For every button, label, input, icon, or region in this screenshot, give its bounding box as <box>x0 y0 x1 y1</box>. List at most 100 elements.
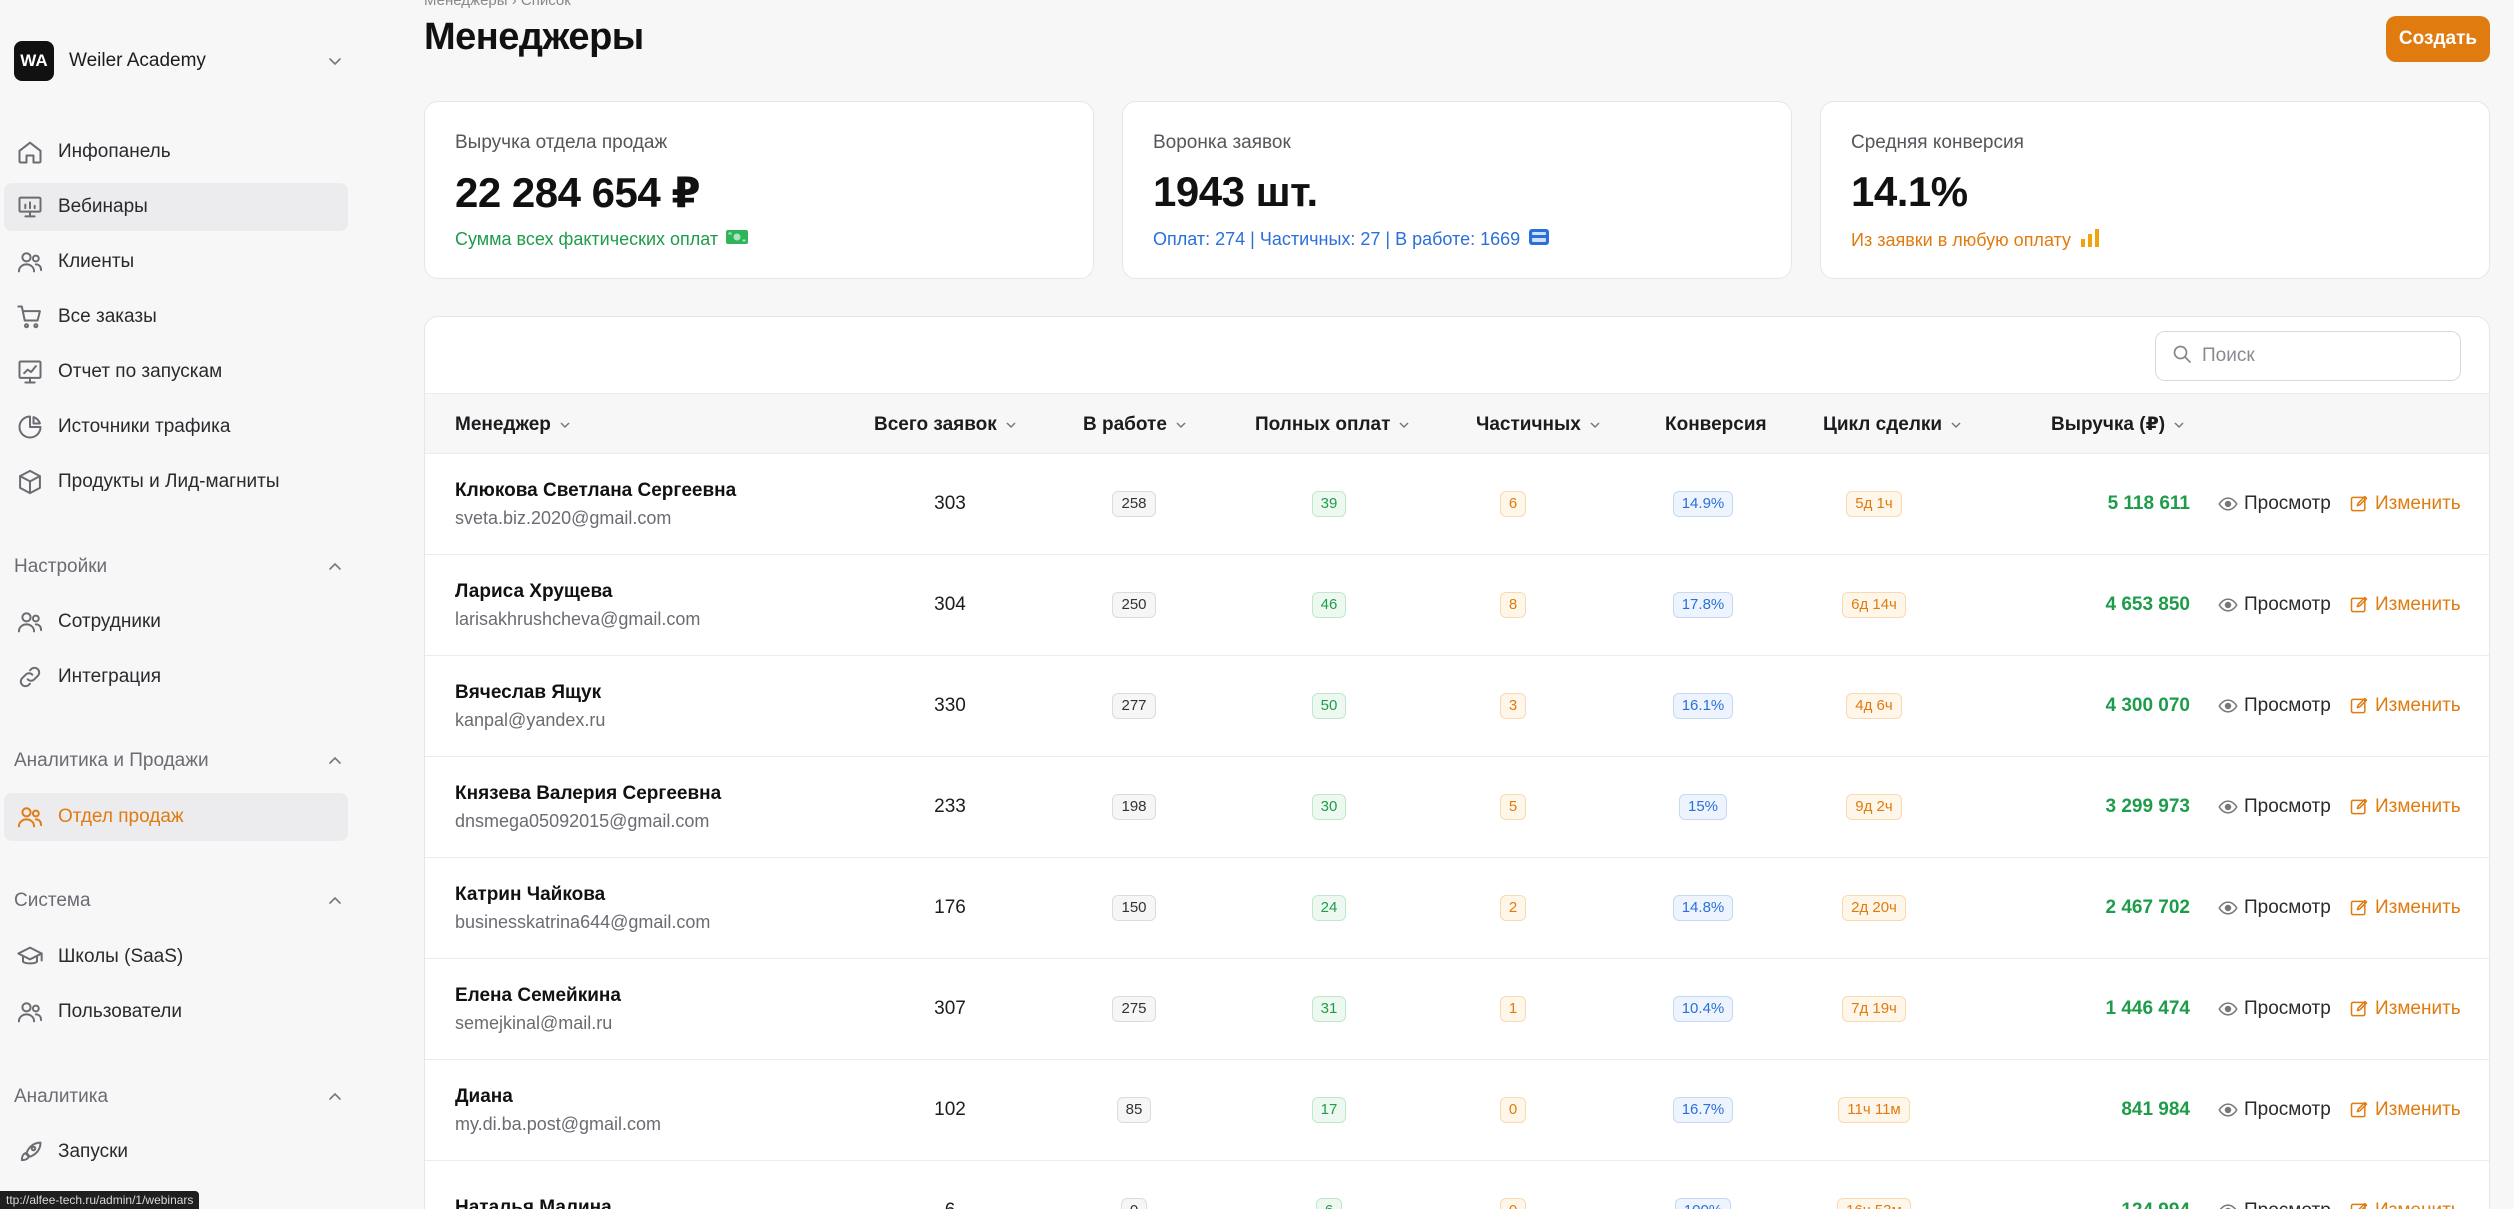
stat-note: Оплат: 274 | Частичных: 27 | В работе: 1… <box>1153 228 1761 251</box>
view-button[interactable]: Просмотр <box>2218 493 2331 515</box>
view-button[interactable]: Просмотр <box>2218 897 2331 919</box>
table-row[interactable]: Лариса Хрущева larisakhrushcheva@gmail.c… <box>425 555 2489 656</box>
edit-button[interactable]: Изменить <box>2349 594 2461 616</box>
chevron-down-icon <box>320 46 350 76</box>
manager-email: dnsmega05092015@gmail.com <box>455 810 710 831</box>
view-button[interactable]: Просмотр <box>2218 1200 2331 1209</box>
revenue-cell: 1 446 474 <box>2105 998 2190 1019</box>
table-row[interactable]: Диана my.di.ba.post@gmail.com 102 85 17 … <box>425 1060 2489 1161</box>
sidebar-item-products[interactable]: Продукты и Лид-магниты <box>4 458 348 506</box>
sidebar-item-integration[interactable]: Интеграция <box>4 653 348 701</box>
col-cycle[interactable]: Цикл сделки <box>1823 394 1966 455</box>
section-analytics[interactable]: Аналитика <box>14 1082 350 1112</box>
section-system[interactable]: Система <box>14 886 350 916</box>
table-row[interactable]: Катрин Чайкова businesskatrina644@gmail.… <box>425 858 2489 959</box>
section-analytics-sales[interactable]: Аналитика и Продажи <box>14 746 350 776</box>
manager-cell: Наталья Малина <box>455 1161 855 1209</box>
search-box[interactable] <box>2155 331 2461 381</box>
section-settings[interactable]: Настройки <box>14 552 350 582</box>
edit-icon <box>2350 1000 2368 1017</box>
edit-button[interactable]: Изменить <box>2349 1099 2461 1121</box>
manager-email: kanpal@yandex.ru <box>455 709 606 730</box>
full-payments-badge: 46 <box>1311 592 1347 618</box>
edit-button[interactable]: Изменить <box>2349 695 2461 717</box>
page-title: Менеджеры <box>424 16 644 58</box>
sidebar-item-users[interactable]: Пользователи <box>4 988 348 1036</box>
chevron-down-icon <box>1587 416 1605 434</box>
sidebar-item-schools[interactable]: Школы (SaaS) <box>4 933 348 981</box>
table-row[interactable]: Клюкова Светлана Сергеевна sveta.biz.202… <box>425 454 2489 555</box>
section-label: Аналитика <box>14 1086 109 1107</box>
manager-name: Лариса Хрущева <box>455 580 613 602</box>
cycle-cell: 5д 1ч <box>1819 454 1929 554</box>
col-in-work[interactable]: В работе <box>1083 394 1191 455</box>
conversion-cell: 10.4% <box>1653 959 1753 1059</box>
edit-button[interactable]: Изменить <box>2349 998 2461 1020</box>
col-label: Всего заявок <box>874 413 997 435</box>
status-url: ttp://alfee-tech.ru/admin/1/webinars <box>0 1191 200 1209</box>
in-work-badge: 258 <box>1112 491 1156 517</box>
stat-label: Воронка заявок <box>1153 132 1291 153</box>
manager-name: Князева Валерия Сергеевна <box>455 782 722 804</box>
conversion-badge: 17.8% <box>1672 592 1734 618</box>
stat-note-text: Сумма всех фактических оплат <box>455 229 719 249</box>
sidebar-item-label: Пользователи <box>58 1001 183 1022</box>
sidebar-item-clients[interactable]: Клиенты <box>4 238 348 286</box>
view-label: Просмотр <box>2244 1200 2331 1209</box>
breadcrumb[interactable]: Менеджеры › Список <box>424 0 571 9</box>
col-manager[interactable]: Менеджер <box>455 394 575 455</box>
search-input[interactable] <box>2202 345 2442 367</box>
create-button[interactable]: Создать <box>2386 16 2490 62</box>
col-total[interactable]: Всего заявок <box>874 394 1021 455</box>
partial-cell: 6 <box>1473 454 1553 554</box>
org-name: Weiler Academy <box>69 50 206 71</box>
view-label: Просмотр <box>2244 796 2331 817</box>
chevron-up-icon <box>320 1082 350 1112</box>
sidebar-item-webinars[interactable]: Вебинары <box>4 183 348 231</box>
table-row[interactable]: Князева Валерия Сергеевна dnsmega0509201… <box>425 757 2489 858</box>
edit-button[interactable]: Изменить <box>2349 897 2461 919</box>
total-requests: 330 <box>934 695 966 716</box>
conversion-cell: 16.1% <box>1653 656 1753 756</box>
sidebar-item-orders[interactable]: Все заказы <box>4 293 348 341</box>
sidebar-item-launches[interactable]: Запуски <box>4 1128 348 1176</box>
table-row[interactable]: Вячеслав Ящук kanpal@yandex.ru 330 277 5… <box>425 656 2489 757</box>
sidebar-item-dashboard[interactable]: Инфопанель <box>4 128 348 176</box>
cycle-cell: 6д 14ч <box>1819 555 1929 655</box>
view-button[interactable]: Просмотр <box>2218 594 2331 616</box>
col-full-payments[interactable]: Полных оплат <box>1255 394 1414 455</box>
banknote-icon <box>726 229 749 250</box>
col-revenue[interactable]: Выручка (₽) <box>2051 394 2189 455</box>
sidebar-item-staff[interactable]: Сотрудники <box>4 598 348 646</box>
edit-button[interactable]: Изменить <box>2349 493 2461 515</box>
edit-button[interactable]: Изменить <box>2349 1200 2461 1209</box>
in-work-cell: 258 <box>1094 454 1174 554</box>
stat-value: 14.1% <box>1851 168 1968 215</box>
sidebar-item-traffic-sources[interactable]: Источники трафика <box>4 403 348 451</box>
stat-card-funnel: Воронка заявок 1943 шт. Оплат: 274 | Час… <box>1122 101 1792 279</box>
view-button[interactable]: Просмотр <box>2218 796 2331 818</box>
sidebar-item-label: Инфопанель <box>58 141 171 162</box>
full-payments-badge: 17 <box>1311 1097 1347 1123</box>
sidebar-item-launch-report[interactable]: Отчет по запускам <box>4 348 348 396</box>
conversion-cell: 16.7% <box>1653 1060 1753 1160</box>
total-requests: 304 <box>934 594 966 615</box>
stat-note: Сумма всех фактических оплат <box>455 229 1063 250</box>
table-row[interactable]: Наталья Малина 6 0 6 0 100% 16ч 53м 124 … <box>425 1161 2489 1209</box>
col-label: Конверсия <box>1665 413 1767 435</box>
partial-cell: 8 <box>1473 555 1553 655</box>
view-button[interactable]: Просмотр <box>2218 695 2331 717</box>
total-requests: 176 <box>934 897 966 918</box>
managers-table: Менеджер Всего заявок В работе Полных оп… <box>424 316 2490 1209</box>
view-button[interactable]: Просмотр <box>2218 1099 2331 1121</box>
view-label: Просмотр <box>2244 695 2331 716</box>
in-work-cell: 277 <box>1094 656 1174 756</box>
org-switcher[interactable]: WA Weiler Academy <box>14 40 350 82</box>
users-icon <box>14 801 46 833</box>
sidebar-item-sales-dept[interactable]: Отдел продаж <box>4 793 348 841</box>
view-button[interactable]: Просмотр <box>2218 998 2331 1020</box>
table-row[interactable]: Елена Семейкина semejkinal@mail.ru 307 2… <box>425 959 2489 1060</box>
edit-cell: Изменить <box>2349 656 2461 756</box>
col-partial[interactable]: Частичных <box>1476 394 1605 455</box>
edit-button[interactable]: Изменить <box>2349 796 2461 818</box>
